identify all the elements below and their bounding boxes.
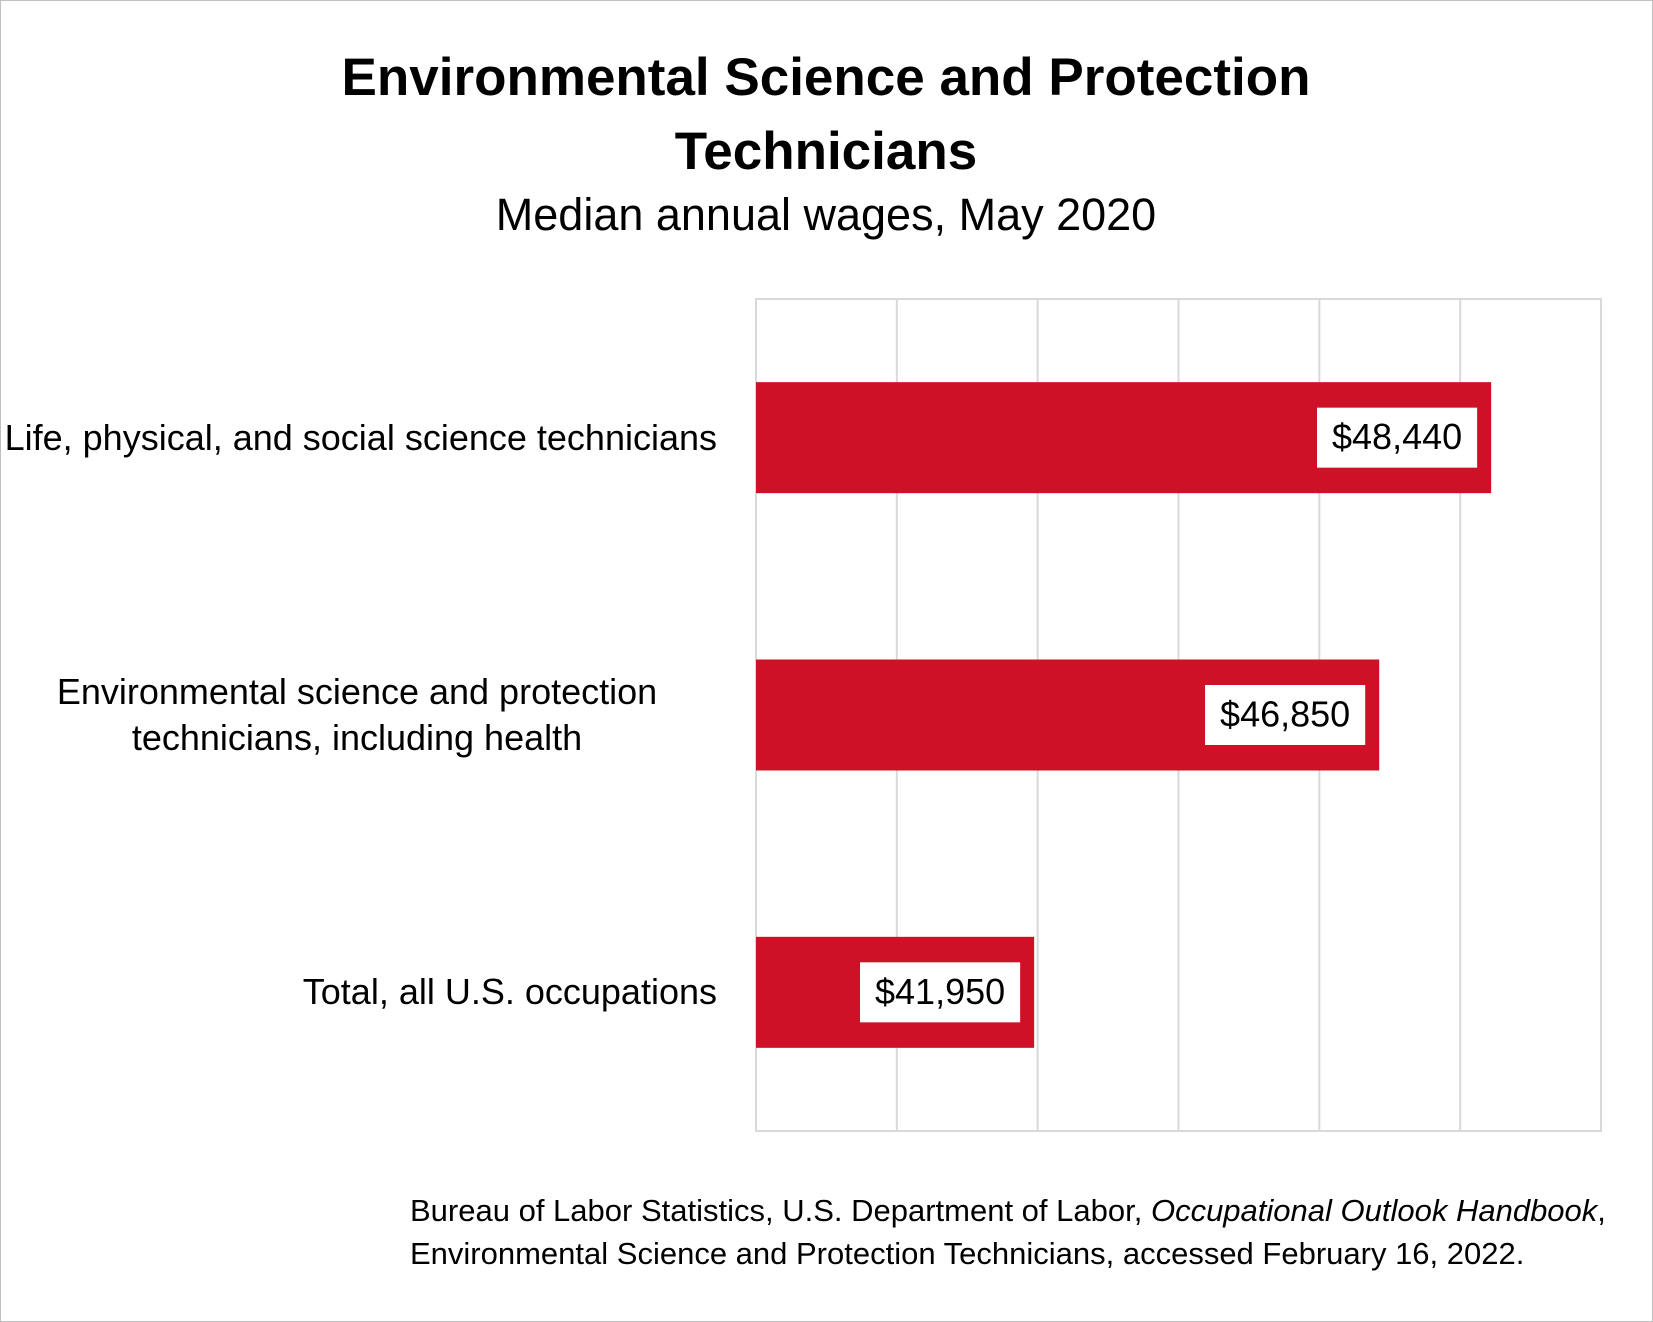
source-text: Bureau of Labor Statistics, U.S. Departm… xyxy=(410,1193,1151,1228)
chart-subtitle: Median annual wages, May 2020 xyxy=(495,189,1157,240)
value-label-group: $46,850 xyxy=(1205,685,1366,745)
value-label: $46,850 xyxy=(1220,694,1350,735)
value-label-box xyxy=(860,962,1021,1023)
value-label-group: $48,440 xyxy=(1317,407,1478,468)
source-note: Bureau of Labor Statistics, U.S. Departm… xyxy=(410,1189,1650,1275)
value-label-box xyxy=(1317,407,1478,468)
y-tick-label: Life, physical, and social science techn… xyxy=(4,416,717,458)
value-label: $48,440 xyxy=(1332,416,1462,457)
y-tick-label-box: Total, all U.S. occupations xyxy=(1,969,717,1015)
value-label: $41,950 xyxy=(875,971,1005,1012)
y-tick-label-box: Environmental science and protection tec… xyxy=(1,669,717,761)
y-tick-label-box: Life, physical, and social science techn… xyxy=(1,415,717,461)
value-label-box xyxy=(1205,685,1366,745)
y-tick-label: Environmental science and protection tec… xyxy=(56,671,658,758)
source-title: Occupational Outlook Handbook xyxy=(1150,1193,1598,1228)
source-text: , Environmental Science and Protection T… xyxy=(410,1193,1606,1271)
value-label-group: $41,950 xyxy=(860,962,1021,1023)
chart-title: Environmental Science and Protection Tec… xyxy=(341,48,1311,181)
y-tick-label: Total, all U.S. occupations xyxy=(302,971,717,1013)
